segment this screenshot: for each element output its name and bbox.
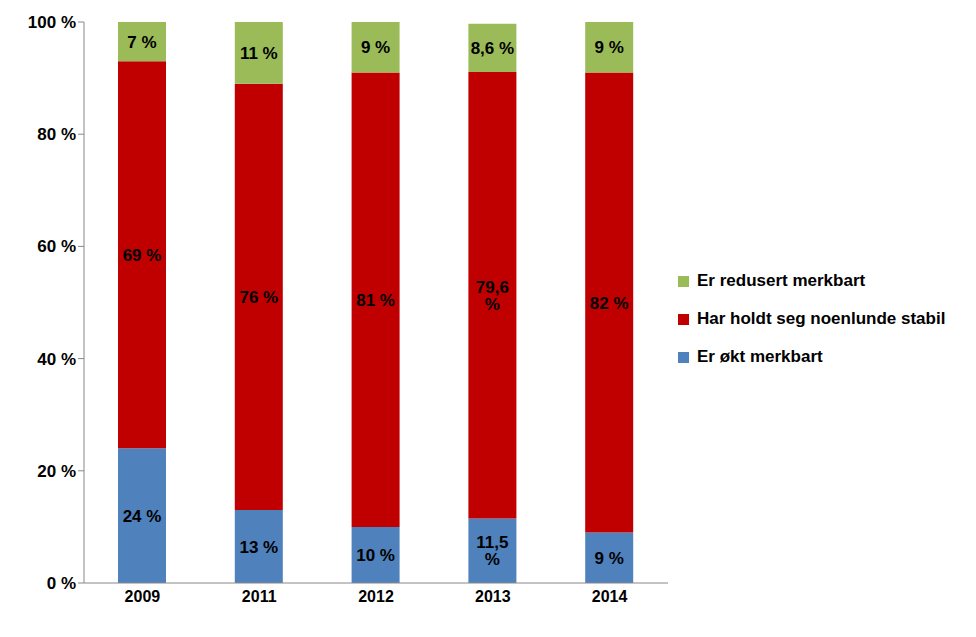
- svg-text:13 %: 13 %: [239, 538, 278, 557]
- svg-text:9 %: 9 %: [595, 549, 624, 568]
- svg-text:2012: 2012: [358, 588, 394, 605]
- svg-text:80 %: 80 %: [37, 125, 76, 144]
- svg-text:2013: 2013: [475, 588, 511, 605]
- svg-text:100 %: 100 %: [28, 13, 76, 32]
- svg-text:2014: 2014: [592, 588, 628, 605]
- svg-text:69 %: 69 %: [123, 246, 162, 265]
- html-text:Har holdt seg noenlunde stabil: Har holdt seg noenlunde stabil: [697, 308, 946, 328]
- svg-text:82 %: 82 %: [590, 294, 629, 313]
- svg-text:10 %: 10 %: [356, 546, 395, 565]
- svg-text:20 %: 20 %: [37, 462, 76, 481]
- svg-text:9 %: 9 %: [361, 38, 390, 57]
- svg-text:0 %: 0 %: [47, 574, 76, 593]
- svg-text:60 %: 60 %: [37, 237, 76, 256]
- svg-text:2011: 2011: [242, 588, 277, 605]
- svg-text:76 %: 76 %: [239, 288, 278, 307]
- html-text:Er redusert merkbart: Er redusert merkbart: [697, 270, 866, 290]
- svg-text:24 %: 24 %: [123, 507, 162, 526]
- svg-text:8,6 %: 8,6 %: [471, 39, 514, 58]
- svg-text:11 %: 11 %: [240, 44, 278, 63]
- svg-text:11,5%: 11,5%: [476, 533, 508, 569]
- svg-text:40 %: 40 %: [37, 350, 76, 369]
- svg-text:79,6%: 79,6%: [476, 278, 509, 314]
- svg-text:2009: 2009: [125, 588, 161, 605]
- svg-text:7 %: 7 %: [127, 33, 156, 52]
- svg-text:9 %: 9 %: [595, 38, 624, 57]
- html-text:Er økt merkbart: Er økt merkbart: [697, 346, 823, 366]
- svg-text:81 %: 81 %: [356, 291, 395, 310]
